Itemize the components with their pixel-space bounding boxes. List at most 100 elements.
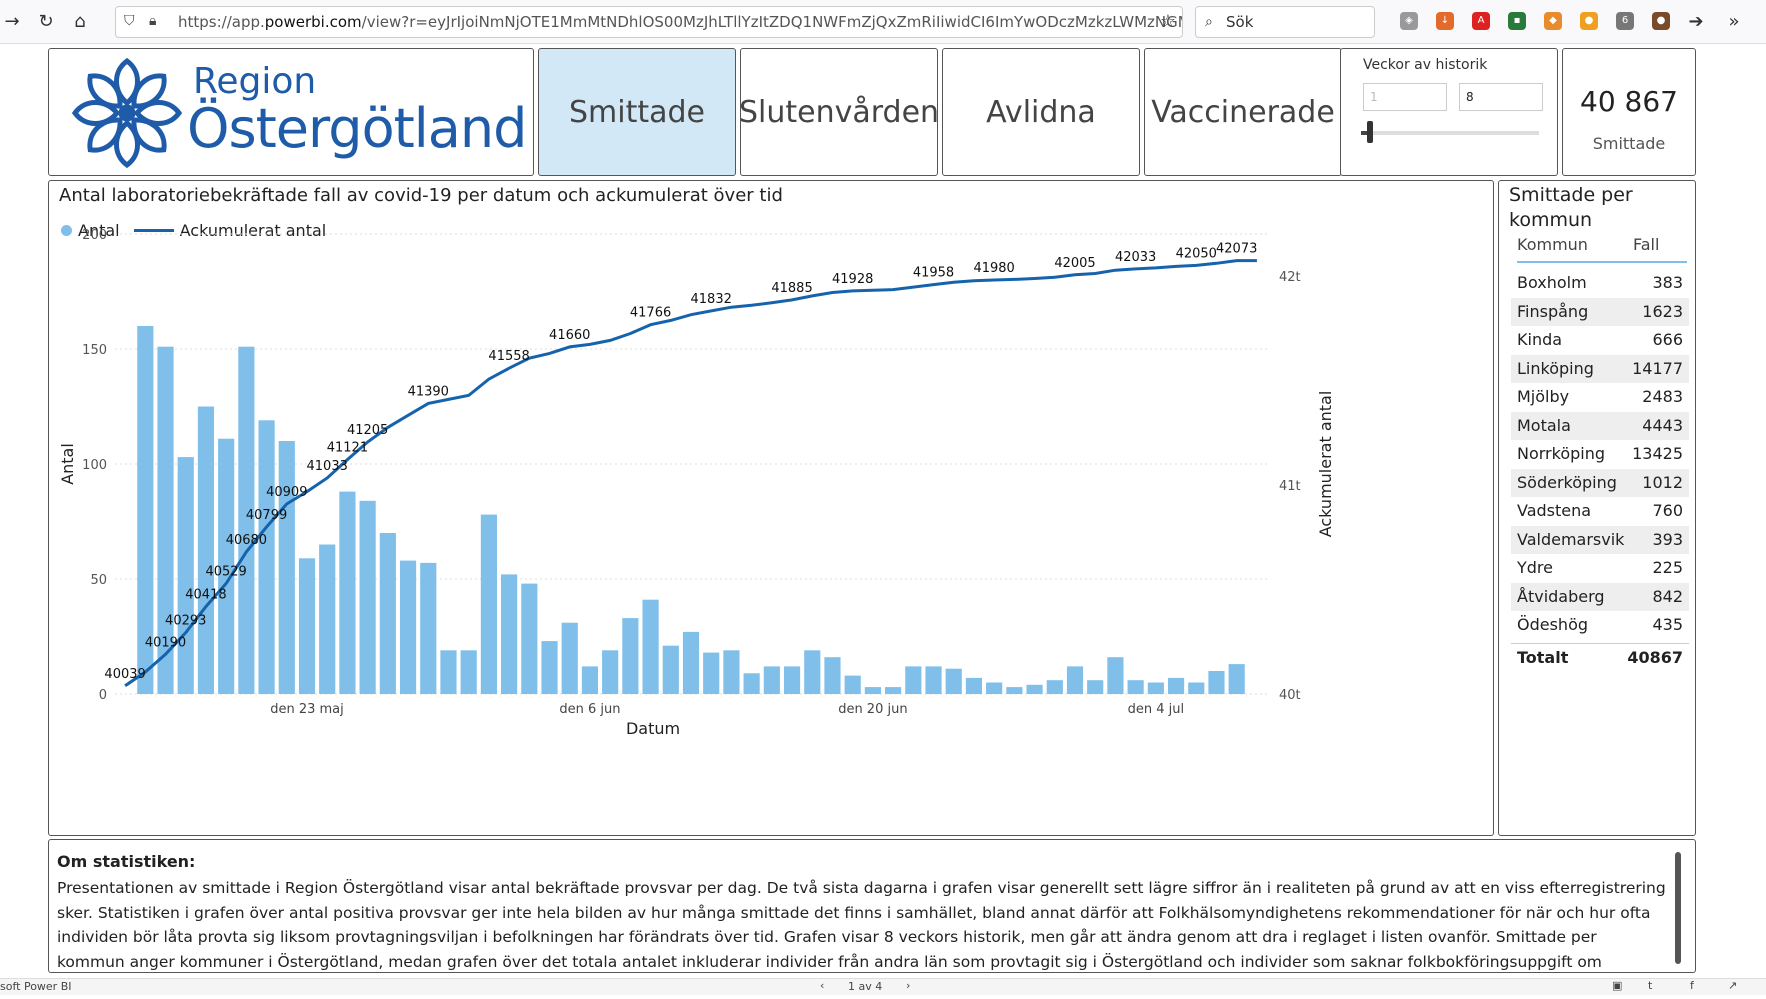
- cell-fall: 2483: [1642, 387, 1683, 406]
- data-label: 41832: [691, 292, 732, 307]
- pocket-icon[interactable]: ◈: [1400, 12, 1418, 30]
- column-header-kommun[interactable]: Kommun: [1517, 235, 1588, 254]
- slider-track[interactable]: [1361, 131, 1539, 135]
- slider-max-input[interactable]: 8: [1459, 83, 1543, 111]
- bar: [662, 645, 679, 694]
- fullscreen-icon[interactable]: ▣: [1612, 979, 1623, 992]
- bar: [460, 650, 477, 694]
- tab-smittade[interactable]: Smittade: [538, 48, 736, 176]
- data-label: 41885: [771, 281, 812, 296]
- cell-fall: 760: [1652, 501, 1683, 520]
- extension-orange-icon[interactable]: ●: [1580, 12, 1598, 30]
- table-row[interactable]: Linköping 14177: [1511, 354, 1689, 383]
- cell-kommun: Mjölby: [1517, 387, 1570, 406]
- bar: [1208, 671, 1225, 694]
- legend-line-swatch: [133, 229, 174, 232]
- bar: [1167, 677, 1185, 694]
- shield-icon[interactable]: ⛉: [124, 13, 135, 29]
- bar: [440, 650, 457, 694]
- forward-icon[interactable]: ➔: [1688, 11, 1704, 32]
- cell-kommun: Ydre: [1517, 558, 1553, 577]
- tab-label: Slutenvården: [738, 94, 940, 130]
- bookmark-star-icon[interactable]: ☆: [1159, 11, 1177, 32]
- cookie-icon[interactable]: ●: [1652, 12, 1670, 30]
- table-row[interactable]: Vadstena 760: [1511, 497, 1689, 526]
- kpi-label: Smittade: [1592, 134, 1666, 153]
- table-title-line1: Smittade per: [1509, 184, 1633, 206]
- pager-next-icon[interactable]: ›: [906, 979, 911, 992]
- bar: [177, 457, 194, 694]
- tab-label: Smittade: [568, 94, 705, 130]
- data-label: 41980: [973, 261, 1014, 276]
- pager-prev-icon[interactable]: ‹: [820, 979, 825, 992]
- combo-chart: 0 50 100 150 200 40t 41t 42t 40039 40190 40293 4041…: [58, 228, 1335, 738]
- twitter-icon[interactable]: t: [1648, 979, 1653, 992]
- overflow-menu-icon[interactable]: »: [1728, 11, 1740, 32]
- data-label: 42073: [1216, 242, 1257, 257]
- table-total-row: Totalt 40867: [1511, 643, 1689, 671]
- cell-kommun: Valdemarsvik: [1517, 529, 1625, 549]
- search-field[interactable]: ⌕ Sök: [1195, 6, 1375, 38]
- bar: [925, 666, 942, 694]
- search-placeholder: Sök: [1226, 13, 1254, 31]
- bar: [602, 650, 619, 694]
- table-row[interactable]: Boxholm 383: [1511, 269, 1689, 298]
- back-arrow-icon[interactable]: →: [4, 11, 20, 32]
- chart-card: Antal laboratoriebekräftade fall av covi…: [48, 180, 1494, 836]
- search-icon: ⌕: [1205, 14, 1213, 30]
- slider-min-input[interactable]: 1: [1363, 83, 1447, 111]
- table-row[interactable]: Norrköping 13425: [1511, 440, 1689, 469]
- lock-icon[interactable]: 🔒︎: [148, 13, 157, 29]
- tab-vaccinerade[interactable]: Vaccinerade: [1144, 48, 1342, 176]
- table-body: Boxholm 383 Finspång 1623 Kinda 666 Linköping 1…: [1511, 269, 1689, 640]
- column-header-fall[interactable]: Fall: [1633, 235, 1660, 254]
- download-icon[interactable]: ↓: [1436, 12, 1454, 30]
- bar: [783, 666, 801, 694]
- reload-icon[interactable]: ↻: [38, 11, 54, 32]
- logo-text-name: Östergötland: [187, 97, 527, 160]
- bar: [723, 650, 740, 694]
- adblock-icon[interactable]: A: [1472, 12, 1490, 30]
- bar: [399, 560, 417, 694]
- cell-fall: 435: [1652, 615, 1683, 634]
- info-card: Om statistiken: Presentationen av smitta…: [48, 839, 1696, 995]
- data-label: 41660: [549, 328, 590, 343]
- pager-text: 1 av 4: [848, 980, 883, 993]
- share-icon[interactable]: ↗: [1728, 979, 1738, 992]
- data-label: 40799: [246, 508, 287, 523]
- table-row[interactable]: Mjölby 2483: [1511, 383, 1689, 412]
- table-row[interactable]: Valdemarsvik 393: [1511, 525, 1689, 554]
- tab-slutenvarden[interactable]: Slutenvården: [738, 48, 940, 176]
- bar: [824, 657, 841, 694]
- home-icon[interactable]: ⌂: [74, 11, 86, 32]
- data-label: 40909: [266, 485, 307, 500]
- data-label: 40680: [226, 533, 267, 548]
- logo-text-region: Region: [193, 61, 317, 102]
- table-row[interactable]: Kinda 666: [1511, 326, 1689, 355]
- table-row[interactable]: Ödeshög 435: [1511, 611, 1689, 640]
- info-scrollbar[interactable]: [1675, 852, 1681, 964]
- table-row[interactable]: Åtvidaberg 842: [1511, 582, 1689, 611]
- table-row[interactable]: Motala 4443: [1511, 411, 1689, 440]
- y-tick-label: 200: [82, 228, 107, 243]
- bar: [1188, 682, 1205, 694]
- bar: [703, 652, 720, 694]
- slider-handle[interactable]: [1367, 121, 1373, 143]
- extension-green-icon[interactable]: ▪: [1508, 12, 1526, 30]
- facebook-icon[interactable]: f: [1690, 979, 1694, 992]
- bar: [238, 346, 255, 694]
- metamask-icon[interactable]: ◆: [1544, 12, 1562, 30]
- slider-fill: [1361, 131, 1367, 135]
- table-row[interactable]: Ydre 225: [1511, 554, 1689, 583]
- kpi-value: 40 867: [1580, 85, 1678, 118]
- table-row[interactable]: Finspång 1623: [1511, 297, 1689, 326]
- total-value: 40867: [1627, 648, 1683, 667]
- total-label: Totalt: [1517, 648, 1569, 667]
- bar: [1228, 664, 1245, 694]
- tab-avlidna[interactable]: Avlidna: [942, 48, 1140, 176]
- extension-badge-icon[interactable]: 6: [1616, 12, 1634, 30]
- flower-logo-icon: [71, 57, 183, 169]
- table-row[interactable]: Söderköping 1012: [1511, 468, 1689, 497]
- bar: [258, 420, 275, 694]
- url-bar[interactable]: https://app.powerbi.com/view?r=eyJrIjoiN…: [115, 6, 1183, 38]
